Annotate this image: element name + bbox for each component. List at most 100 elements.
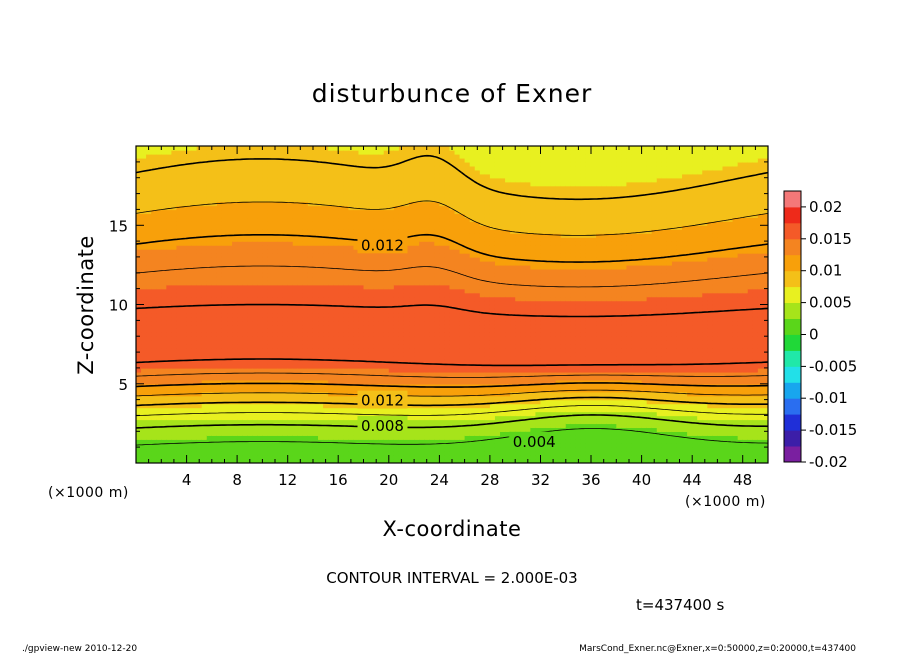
field-cell [328,312,334,318]
field-cell [409,146,415,151]
field-cell [403,205,410,211]
field-cell [409,161,415,167]
field-cell [318,324,324,329]
field-cell [434,387,441,393]
field-cell [176,201,183,207]
field-cell [252,252,259,258]
field-cell [368,213,375,219]
field-cell [368,205,375,211]
field-cell [136,193,142,199]
field-cell [307,276,314,282]
field-cell [383,340,390,345]
field-cell [302,268,309,274]
field-cell [338,363,344,369]
field-cell [429,237,436,242]
field-cell [257,403,264,409]
field-cell [434,363,441,369]
field-cell [136,185,142,191]
field-cell [444,391,451,397]
field-cell [156,312,162,318]
field-cell [328,300,334,306]
field-cell [262,193,269,199]
field-cell [206,249,213,254]
field-cell [262,209,269,215]
field-cell [277,256,284,262]
field-cell [247,324,253,329]
field-cell [151,229,157,234]
field-cell [232,252,238,258]
field-cell [419,324,425,329]
field-cell [267,336,274,341]
field-cell [257,169,264,175]
field-cell [247,340,253,345]
field-cell [358,312,365,318]
field-cell [383,455,390,460]
field-cell [166,149,173,155]
field-cell [358,455,365,460]
field-cell [318,455,324,460]
field-cell [398,177,405,183]
field-cell [176,399,183,405]
field-cell [257,415,264,421]
field-cell [363,312,370,318]
field-cell [328,233,334,238]
field-cell [338,336,344,341]
field-cell [302,284,309,290]
field-cell [348,419,355,425]
field-cell [216,177,223,183]
field-cell [242,336,248,341]
field-cell [176,415,183,421]
field-cell [242,264,248,270]
field-cell [398,185,405,191]
field-cell [191,241,198,246]
field-cell [166,233,173,238]
field-cell [424,209,430,215]
field-cell [287,391,294,397]
field-cell [237,403,243,409]
field-cell [237,451,243,456]
field-cell [232,316,238,322]
field-cell [363,157,370,163]
field-cell [196,419,203,425]
field-cell [409,316,415,322]
field-cell [216,375,223,381]
field-cell [211,280,218,286]
field-cell [333,403,339,409]
field-cell [348,201,355,207]
field-cell [196,149,203,155]
field-cell [171,356,178,361]
field-cell [272,352,279,357]
field-cell [242,324,248,329]
field-cell [358,316,365,322]
field-cell [403,439,410,444]
field-cell [312,399,319,405]
field-cell [191,332,198,337]
field-cell [307,213,314,219]
field-cell [449,423,456,429]
field-cell [419,268,425,274]
field-cell [358,284,365,290]
field-cell [156,149,162,155]
field-cell [378,375,385,381]
field-cell [333,296,339,302]
field-cell [141,237,147,242]
field-cell [302,308,309,314]
field-cell [424,439,430,444]
field-cell [206,419,213,425]
field-cell [328,181,334,187]
field-cell [439,387,446,393]
field-cell [156,213,162,219]
field-cell [287,451,294,456]
field-cell [262,332,269,337]
field-cell [186,217,193,222]
field-cell [257,181,264,187]
field-cell [312,260,319,266]
field-cell [181,312,188,318]
field-cell [444,459,451,463]
field-cell [262,241,269,246]
field-cell [292,177,299,183]
field-cell [146,411,152,417]
field-cell [141,185,147,191]
field-cell [277,431,284,436]
field-cell [373,320,380,326]
